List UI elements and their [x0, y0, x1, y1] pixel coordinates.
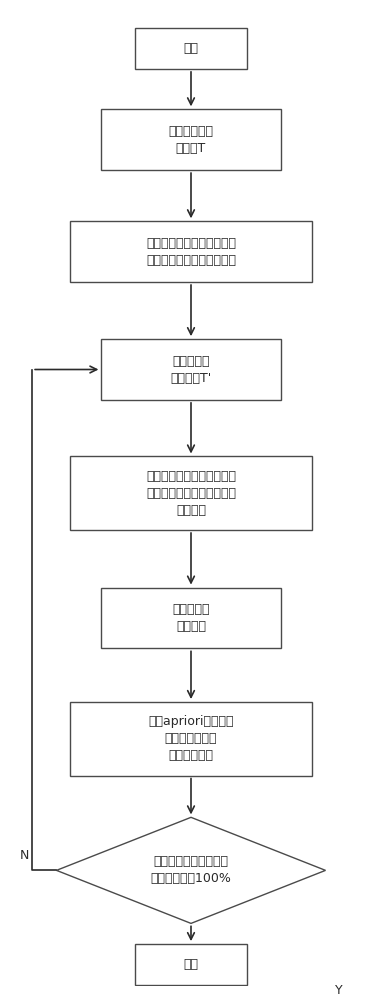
- Text: N: N: [20, 849, 29, 862]
- FancyBboxPatch shape: [101, 339, 281, 400]
- Text: 测试待测系统，分成附加失
败测试用例集和附加通过测
试用例集: 测试待测系统，分成附加失 败测试用例集和附加通过测 试用例集: [146, 470, 236, 517]
- Text: 测试待测系统，分成失败测
试用例集和通过测试用例集: 测试待测系统，分成失败测 试用例集和通过测试用例集: [146, 237, 236, 267]
- Text: 获取失败测
试用例集: 获取失败测 试用例集: [172, 603, 210, 633]
- FancyBboxPatch shape: [135, 944, 247, 985]
- FancyBboxPatch shape: [70, 221, 312, 282]
- Text: 利用apriori算法找到
失败测试用例集
中的频繁项集: 利用apriori算法找到 失败测试用例集 中的频繁项集: [148, 715, 234, 762]
- FancyBboxPatch shape: [70, 456, 312, 530]
- Text: 选取初始测试
数据集T: 选取初始测试 数据集T: [168, 125, 214, 155]
- Text: 补充生成测
试数据集T': 补充生成测 试数据集T': [170, 355, 212, 385]
- Text: 开始: 开始: [183, 42, 199, 55]
- Text: 结束: 结束: [183, 958, 199, 971]
- Text: 计算定全率和定准率，
判断是否达到100%: 计算定全率和定准率， 判断是否达到100%: [151, 855, 231, 885]
- FancyBboxPatch shape: [70, 702, 312, 776]
- FancyBboxPatch shape: [135, 28, 247, 69]
- FancyBboxPatch shape: [101, 588, 281, 648]
- Text: Y: Y: [335, 984, 343, 997]
- Polygon shape: [57, 817, 325, 923]
- FancyBboxPatch shape: [101, 109, 281, 170]
